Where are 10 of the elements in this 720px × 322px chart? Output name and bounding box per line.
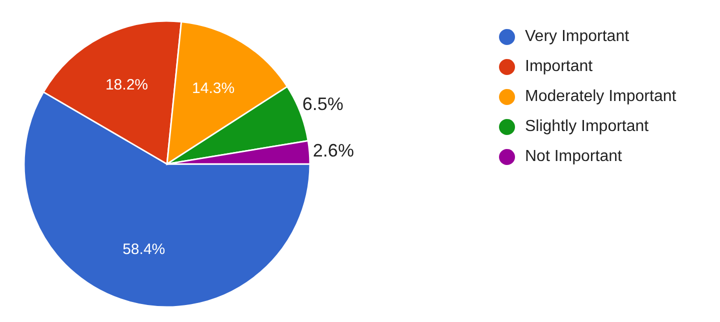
data-label: 18.2% xyxy=(105,76,148,94)
legend-label: Very Important xyxy=(525,28,630,46)
legend-label: Moderately Important xyxy=(525,88,676,106)
data-label: 6.5% xyxy=(302,94,344,114)
data-label: 58.4% xyxy=(122,241,166,258)
legend-label: Not Important xyxy=(525,148,622,166)
data-label: 14.3% xyxy=(192,80,235,97)
data-label: 2.6% xyxy=(312,140,354,160)
legend-label: Slightly Important xyxy=(525,118,649,136)
legend-label: Important xyxy=(525,58,593,76)
